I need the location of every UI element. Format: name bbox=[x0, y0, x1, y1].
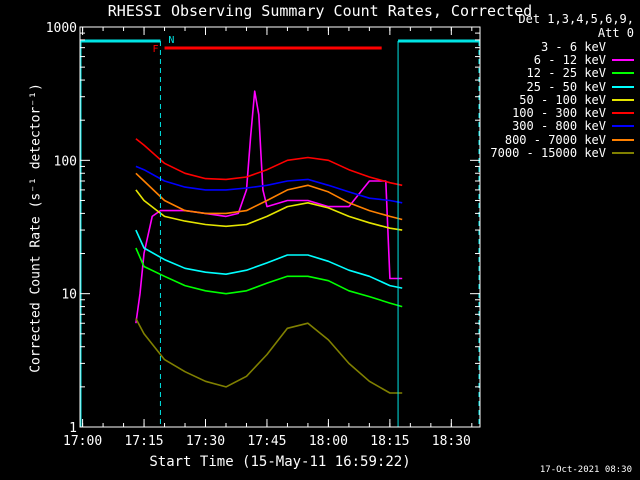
legend-item-label: 6 - 12 keV bbox=[533, 52, 606, 67]
legend-swatch bbox=[612, 98, 634, 101]
legend-item: 6 - 12 keV bbox=[490, 52, 634, 67]
x-axis-label: Start Time (15-May-11 16:59:22) bbox=[149, 454, 411, 470]
series-line-8 bbox=[135, 318, 403, 394]
legend-item: 800 - 7000 keV bbox=[490, 132, 634, 147]
legend-swatch bbox=[612, 125, 634, 128]
marker-N-label: N bbox=[168, 35, 174, 46]
legend-swatch bbox=[612, 72, 634, 75]
x-tick-label-6: 18:30 bbox=[432, 434, 471, 449]
series-lines bbox=[135, 90, 403, 394]
marker-bars: NF bbox=[80, 35, 480, 427]
legend-item: 7000 - 15000 keV bbox=[490, 146, 634, 161]
generated-timestamp: 17-Oct-2021 08:30 bbox=[539, 465, 632, 475]
legend-item: 25 - 50 keV bbox=[490, 79, 634, 94]
legend-swatch bbox=[612, 85, 634, 88]
axis-ticks bbox=[80, 26, 480, 428]
series-line-2 bbox=[135, 247, 403, 308]
series-line-4 bbox=[135, 189, 403, 231]
legend-item-label: 800 - 7000 keV bbox=[504, 132, 606, 147]
chart-title: RHESSI Observing Summary Count Rates, Co… bbox=[107, 2, 533, 20]
legend-header: Det 1,3,4,5,6,9, Att 0 bbox=[518, 12, 634, 40]
series-line-6 bbox=[135, 165, 403, 204]
x-tick-label-5: 18:15 bbox=[370, 434, 409, 449]
x-tick-label-2: 17:30 bbox=[186, 434, 225, 449]
x-tick-label-0: 17:00 bbox=[63, 434, 102, 449]
legend-item: 100 - 300 keV bbox=[490, 106, 634, 121]
legend-swatch bbox=[612, 138, 634, 141]
y-tick-label-1: 10 bbox=[61, 288, 77, 303]
legend-header-attenuator: Att 0 bbox=[597, 26, 634, 40]
y-tick-label-2: 100 bbox=[54, 154, 77, 169]
x-tick-label-1: 17:15 bbox=[124, 434, 163, 449]
legend-header-detectors: Det 1,3,4,5,6,9, bbox=[518, 12, 634, 26]
y-tick-label-3: 1000 bbox=[46, 21, 77, 36]
legend-item: 300 - 800 keV bbox=[490, 119, 634, 134]
series-line-0 bbox=[135, 159, 403, 348]
legend-swatch bbox=[612, 152, 634, 155]
legend: 3 - 6 keV 6 - 12 keV 12 - 25 keV 25 - 50 ke… bbox=[490, 40, 634, 160]
axis-tick-labels: 17:00 17:15 17:30 17:45 18:00 18:15 18:30 1 10 10… bbox=[46, 21, 471, 449]
legend-item: 50 - 100 keV bbox=[490, 92, 634, 107]
legend-swatch bbox=[612, 45, 634, 48]
x-tick-label-4: 18:00 bbox=[309, 434, 348, 449]
series-line-7 bbox=[135, 172, 403, 221]
series-line-1 bbox=[135, 90, 403, 324]
y-tick-label-0: 1 bbox=[69, 421, 77, 436]
legend-swatch bbox=[612, 58, 634, 61]
legend-item-label: 100 - 300 keV bbox=[512, 106, 606, 121]
legend-item-label: 12 - 25 keV bbox=[526, 66, 606, 81]
legend-item: 3 - 6 keV bbox=[490, 39, 634, 54]
series-line-3 bbox=[135, 229, 403, 289]
x-tick-label-3: 17:45 bbox=[247, 434, 286, 449]
y-axis-label: Corrected Count Rate (s⁻¹ detector⁻¹) bbox=[28, 83, 44, 373]
plot-frame bbox=[79, 26, 481, 428]
legend-item-label: 300 - 800 keV bbox=[512, 119, 606, 134]
legend-item-label: 50 - 100 keV bbox=[519, 92, 606, 107]
legend-item-label: 7000 - 15000 keV bbox=[490, 146, 606, 161]
marker-F-label: F bbox=[153, 44, 159, 55]
legend-item: 12 - 25 keV bbox=[490, 66, 634, 81]
legend-swatch bbox=[612, 112, 634, 115]
legend-item-label: 25 - 50 keV bbox=[526, 79, 606, 94]
legend-item-label: 3 - 6 keV bbox=[540, 39, 606, 54]
series-line-5 bbox=[135, 138, 403, 187]
